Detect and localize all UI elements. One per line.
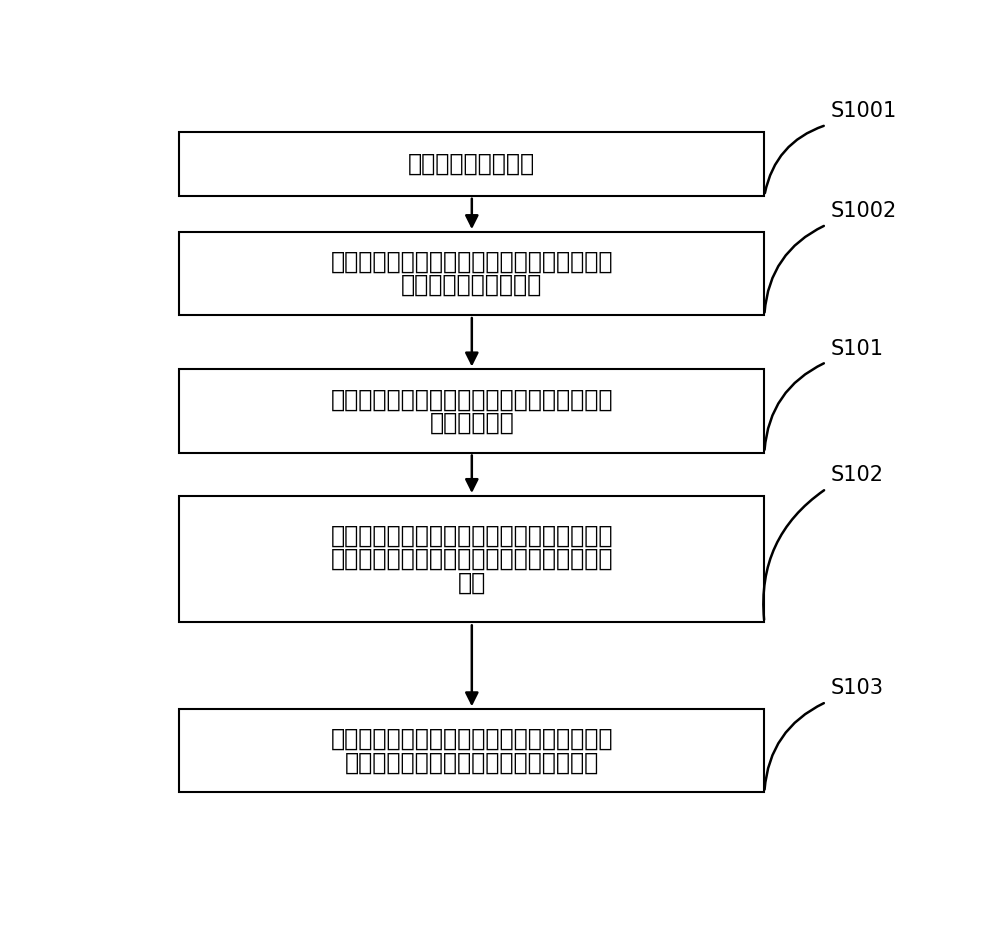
Text: S103: S103 bbox=[830, 678, 883, 699]
Text: 向盘转角极值: 向盘转角极值 bbox=[429, 410, 514, 435]
Bar bbox=[179, 496, 764, 623]
Text: 接收驾驶员对自定义转向比模式的触发操作，: 接收驾驶员对自定义转向比模式的触发操作， bbox=[331, 250, 613, 274]
Text: 接收驾驶员对方向盘的转向操作，获取第一方: 接收驾驶员对方向盘的转向操作，获取第一方 bbox=[331, 388, 613, 411]
Text: S1001: S1001 bbox=[830, 101, 896, 121]
Text: S102: S102 bbox=[830, 465, 883, 485]
Text: 关系: 关系 bbox=[458, 570, 486, 594]
Text: S101: S101 bbox=[830, 339, 883, 359]
Bar bbox=[179, 232, 764, 316]
Bar bbox=[179, 709, 764, 793]
Text: 关系，根据车辆的工况调整车辆的转向比: 关系，根据车辆的工况调整车辆的转向比 bbox=[345, 750, 599, 775]
Bar bbox=[179, 369, 764, 453]
Text: S1002: S1002 bbox=[830, 201, 896, 221]
Text: 基于第一方向盘转角极值，结合前轮转角极值: 基于第一方向盘转角极值，结合前轮转角极值 bbox=[331, 524, 613, 548]
Text: 启动自定义转向比模式: 启动自定义转向比模式 bbox=[401, 273, 542, 297]
Text: 与工况的对应关系，确定转向比与工况的对应: 与工况的对应关系，确定转向比与工况的对应 bbox=[331, 547, 613, 571]
Bar bbox=[179, 132, 764, 196]
Text: 显示转向比设置模式: 显示转向比设置模式 bbox=[408, 152, 535, 176]
Text: 在车辆行驶过程中，基于转向比与工况的对应: 在车辆行驶过程中，基于转向比与工况的对应 bbox=[331, 727, 613, 751]
